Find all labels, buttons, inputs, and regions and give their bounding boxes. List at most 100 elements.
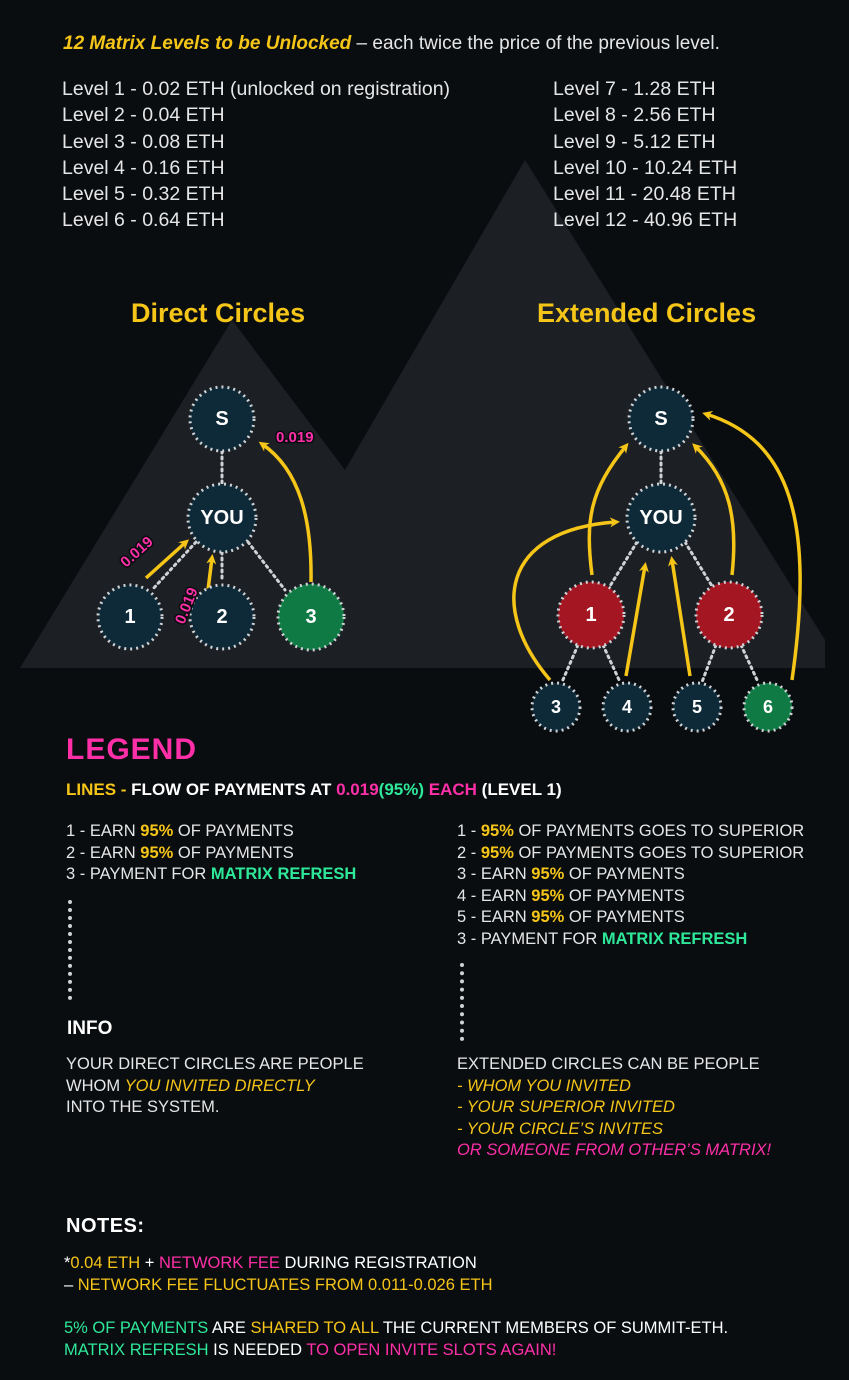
intro-highlight: 12 Matrix Levels to be Unlocked [63,33,352,54]
amount-label: 0.019 [117,533,156,571]
level-item: Level 7 - 1.28 ETH [553,78,716,100]
level-item: Level 6 - 0.64 ETH [62,209,225,232]
extended-node-you: YOU [625,482,697,554]
level-item: Level 10 - 10.24 ETH [553,156,738,179]
direct-arrows [144,441,313,591]
list-item: 3 - PAYMENT FOR MATRIX REFRESH [66,864,356,886]
item-suffix: OF PAYMENTS GOES TO SUPERIOR [513,843,805,862]
item-highlight: MATRIX REFRESH [210,865,357,883]
notes-line: 5% OF PAYMENTS ARE SHARED TO ALL THE CUR… [64,1318,728,1340]
extended-legend-list: 1 - 95% OF PAYMENTS GOES TO SUPERIOR 2 -… [457,821,804,950]
extended-node-2: 2 [694,580,764,650]
extended-node-1-label: 1 [585,604,596,626]
info-direct: YOUR DIRECT CIRCLES ARE PEOPLE WHOM YOU … [66,1054,364,1119]
extended-node-5: 5 [671,681,723,733]
levels-list-right: Level 7 - 1.28 ETH Level 8 - 2.56 ETH Le… [553,76,737,234]
direct-node-s: S [188,385,256,453]
info-line: YOUR DIRECT CIRCLES ARE PEOPLE [66,1055,364,1073]
notes-rest: DURING REGISTRATION [279,1254,477,1272]
notes-line: MATRIX REFRESH IS NEEDED TO OPEN INVITE … [64,1340,728,1362]
item-prefix: 5 - EARN [457,908,532,926]
legend-lines-row: LINES - FLOW OF PAYMENTS AT 0.019(95%) E… [66,780,562,800]
direct-node-1: 1 [96,583,164,651]
info-line: OR SOMEONE FROM OTHER’S MATRIX! [457,1141,772,1159]
lines-percent: (95%) [378,780,425,799]
item-percent: 95% [531,886,565,905]
item-percent: 95% [140,822,174,840]
direct-circles-title: Direct Circles [131,298,306,328]
level-item: Level 4 - 0.16 ETH [62,156,225,179]
extended-node-5-label: 5 [692,697,702,717]
extended-connectors [560,449,760,684]
extended-arrows [512,411,802,682]
lines-level: (LEVEL 1) [476,780,562,799]
level-item: Level 5 - 0.32 ETH [62,183,225,206]
notes-line: – NETWORK FEE FLUCTUATES FROM 0.011-0.02… [64,1275,492,1297]
lines-sep: - [116,780,132,799]
notes-title: NOTES: [66,1215,145,1237]
notes-part: 5% OF PAYMENTS [64,1319,209,1337]
item-percent: 95% [531,908,565,926]
level-item: Level 9 - 5.12 ETH [553,130,716,153]
item-highlight: MATRIX REFRESH [601,929,748,948]
info-line: WHOM YOU INVITED DIRECTLY [66,1076,364,1098]
notes-part: ARE [208,1319,251,1337]
notes-dash: – [64,1275,78,1294]
direct-node-2: 2 [188,583,256,651]
info-line: - WHOM YOU INVITED [457,1076,631,1095]
legend-title: LEGEND [66,733,198,766]
notes-plus: + [140,1254,159,1272]
item-suffix: OF PAYMENTS [564,886,685,905]
info-highlight: YOU INVITED DIRECTLY [124,1076,315,1095]
levels-list-left: Level 1 - 0.02 ETH (unlocked on registra… [62,76,450,234]
notes-part: THE CURRENT MEMBERS OF SUMMIT-ETH. [378,1319,729,1337]
notes-star: * [64,1254,71,1272]
info-line: INTO THE SYSTEM. [66,1098,220,1116]
extended-node-you-label: YOU [639,507,682,529]
level-item: Level 2 - 0.04 ETH [62,104,225,127]
notes-registration: *0.04 ETH + NETWORK FEE DURING REGISTRAT… [64,1253,492,1296]
list-item: 4 - EARN 95% OF PAYMENTS [457,886,804,908]
level-item: Level 12 - 40.96 ETH [553,209,738,232]
item-percent: 95% [531,865,565,883]
item-prefix: 3 - PAYMENT FOR [457,929,602,948]
extended-node-1: 1 [556,580,626,650]
info-title: INFO [67,1018,113,1039]
notes-part: MATRIX REFRESH [64,1340,209,1359]
lines-each: EACH [424,780,477,799]
item-prefix: 1 - [457,822,481,840]
intro-rest: – each twice the price of the previous l… [351,33,720,54]
dotted-divider [460,963,464,1041]
extended-node-6-label: 6 [763,697,773,717]
info-line: EXTENDED CIRCLES CAN BE PEOPLE [457,1055,760,1073]
level-item: Level 3 - 0.08 ETH [62,130,225,153]
list-item: 3 - PAYMENT FOR MATRIX REFRESH [457,929,804,951]
item-suffix: OF PAYMENTS [564,908,685,926]
item-suffix: OF PAYMENTS GOES TO SUPERIOR [513,822,805,840]
item-percent: 95% [480,843,514,862]
info-extended: EXTENDED CIRCLES CAN BE PEOPLE - WHOM YO… [457,1054,771,1162]
extended-node-2-label: 2 [723,604,734,626]
extended-node-4: 4 [601,681,653,733]
extended-node-s-label: S [654,408,667,430]
amount-label: 0.019 [276,429,314,446]
direct-node-s-label: S [215,408,228,430]
direct-node-you: YOU [186,482,258,554]
item-prefix: 2 - [457,843,481,862]
direct-node-2-label: 2 [216,606,227,628]
lines-amount: 0.019 [336,780,379,799]
level-item: Level 8 - 2.56 ETH [553,104,716,127]
info-prefix: WHOM [66,1076,125,1095]
item-prefix: 4 - EARN [457,886,532,905]
list-item: 5 - EARN 95% OF PAYMENTS [457,907,804,929]
item-suffix: OF PAYMENTS [173,843,294,862]
direct-node-3-label: 3 [305,606,316,628]
list-item: 1 - EARN 95% OF PAYMENTS [66,821,356,843]
extended-circles-title: Extended Circles [537,298,757,328]
item-prefix: 1 - EARN [66,822,141,840]
extended-node-3-label: 3 [551,697,561,717]
list-item: 1 - 95% OF PAYMENTS GOES TO SUPERIOR [457,821,804,843]
notes-part: TO OPEN INVITE SLOTS AGAIN! [306,1340,557,1359]
extended-node-6: 6 [742,681,794,733]
